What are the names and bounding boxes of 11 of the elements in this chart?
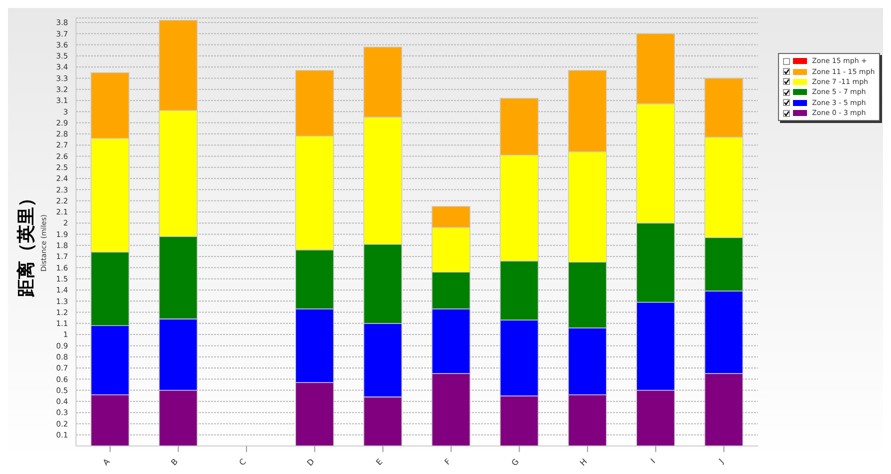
x-tick-label: D (305, 457, 316, 468)
x-tick-label: C (238, 456, 248, 468)
x-tick-label: G (510, 457, 521, 468)
x-tick-label: F (442, 456, 453, 467)
x-tick-label: B (169, 457, 180, 468)
x-tick-label: E (374, 457, 384, 467)
x-tick-label: H (578, 457, 589, 468)
x-tick-label: I (649, 457, 658, 466)
x-tick-label: J (716, 457, 726, 466)
x-tick-label: A (101, 456, 112, 468)
y-axis-title: 距离（英里） (15, 189, 38, 297)
